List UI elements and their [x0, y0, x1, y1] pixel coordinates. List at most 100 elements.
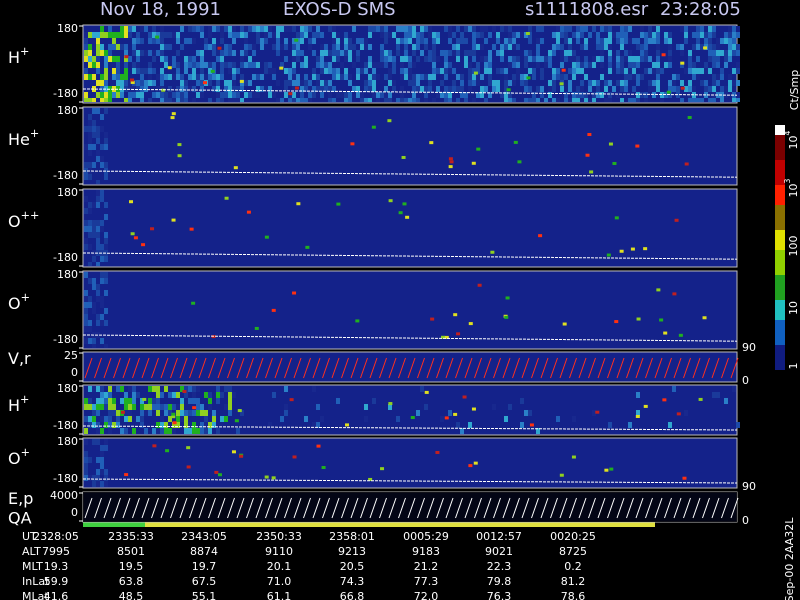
texture-cell	[84, 290, 88, 296]
texture-cell	[108, 38, 112, 44]
texture-cell	[100, 475, 104, 481]
texture-cell	[200, 86, 204, 92]
texture-blip	[387, 119, 392, 123]
texture-cell	[560, 32, 564, 38]
texture-cell	[292, 86, 296, 92]
texture-cell	[104, 138, 108, 144]
texture-cell	[172, 422, 176, 428]
texture-cell	[504, 80, 508, 86]
texture-cell	[376, 74, 380, 80]
texture-cell	[600, 26, 604, 32]
texture-cell	[624, 80, 628, 86]
texture-cell	[372, 92, 376, 98]
texture-cell	[252, 74, 256, 80]
texture-cell	[448, 68, 452, 74]
texture-cell	[252, 26, 256, 32]
texture-cell	[160, 38, 164, 44]
texture-cell	[448, 38, 452, 44]
texture-cell	[464, 44, 468, 50]
texture-cell	[448, 50, 452, 56]
texture-cell	[168, 26, 172, 32]
texture-cell	[240, 74, 244, 80]
trace	[82, 334, 738, 342]
texture-cell	[700, 80, 704, 86]
texture-cell	[416, 86, 420, 92]
texture-cell	[664, 74, 668, 80]
texture-cell	[712, 50, 716, 56]
texture-cell	[124, 416, 128, 422]
texture-cell	[504, 86, 508, 92]
texture-cell	[632, 56, 636, 62]
texture-cell	[228, 26, 232, 32]
texture-cell	[92, 428, 96, 434]
texture-cell	[712, 86, 716, 92]
texture-cell	[160, 92, 164, 98]
texture-cell	[280, 98, 284, 102]
texture-cell	[336, 68, 340, 74]
texture-cell	[224, 92, 228, 98]
texture-cell	[592, 50, 596, 56]
texture-cell	[100, 296, 104, 302]
texture-blip	[271, 308, 276, 312]
texture-cell	[728, 50, 732, 56]
texture-cell	[528, 38, 532, 44]
texture-cell	[568, 86, 572, 92]
texture-cell	[456, 98, 460, 102]
y-tick-label: 180	[57, 22, 78, 35]
texture-cell	[432, 80, 436, 86]
texture-cell	[220, 98, 224, 102]
texture-cell	[508, 404, 512, 410]
colorbar-cell	[775, 135, 785, 160]
texture-cell	[424, 26, 428, 32]
texture-cell	[444, 62, 448, 68]
texture-cell	[348, 44, 352, 50]
texture-cell	[260, 86, 264, 92]
texture-cell	[348, 50, 352, 56]
texture-blip	[388, 402, 393, 406]
texture-cell	[100, 302, 104, 308]
panel-texture	[82, 439, 738, 487]
texture-cell	[620, 56, 624, 62]
texture-cell	[400, 26, 404, 32]
texture-cell	[116, 32, 120, 38]
texture-cell	[112, 56, 116, 62]
texture-cell	[564, 32, 568, 38]
texture-blip	[448, 165, 453, 169]
texture-cell	[512, 62, 516, 68]
texture-cell	[200, 62, 204, 68]
texture-cell	[164, 410, 168, 416]
texture-cell	[304, 56, 308, 62]
texture-cell	[480, 26, 484, 32]
texture-cell	[292, 98, 296, 102]
texture-cell	[256, 26, 260, 32]
texture-cell	[92, 132, 96, 138]
texture-cell	[224, 62, 228, 68]
texture-cell	[648, 86, 652, 92]
texture-cell	[616, 68, 620, 74]
texture-cell	[444, 98, 448, 102]
texture-cell	[472, 68, 476, 74]
texture-cell	[612, 32, 616, 38]
texture-cell	[388, 98, 392, 102]
texture-cell	[388, 74, 392, 80]
texture-cell	[160, 422, 164, 428]
texture-cell	[212, 416, 216, 422]
texture-cell	[236, 32, 240, 38]
texture-cell	[456, 26, 460, 32]
texture-cell	[724, 56, 728, 62]
texture-cell	[300, 62, 304, 68]
texture-cell	[140, 98, 144, 102]
texture-cell	[560, 74, 564, 80]
texture-cell	[92, 410, 96, 416]
texture-cell	[132, 50, 136, 56]
texture-cell	[88, 439, 92, 445]
texture-cell	[168, 428, 172, 434]
texture-cell	[308, 62, 312, 68]
texture-cell	[536, 26, 540, 32]
texture-cell	[352, 80, 356, 86]
texture-cell	[272, 92, 276, 98]
texture-cell	[624, 86, 628, 92]
texture-cell	[572, 416, 576, 422]
texture-cell	[248, 62, 252, 68]
texture-cell	[380, 56, 384, 62]
